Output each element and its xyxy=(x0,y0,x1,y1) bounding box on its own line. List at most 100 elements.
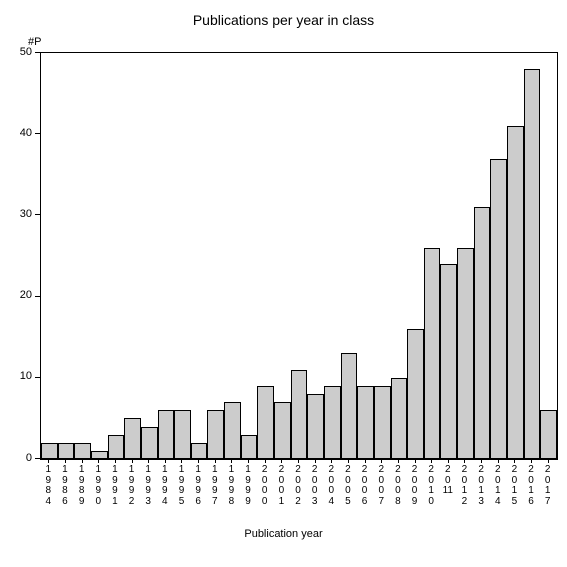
xtick-mark xyxy=(298,458,299,463)
xtick-label: 2006 xyxy=(359,465,370,507)
xtick-label: 2011 xyxy=(442,465,453,497)
xtick-label: 1991 xyxy=(109,465,120,507)
bar xyxy=(457,248,474,459)
ytick-label: 30 xyxy=(0,208,32,220)
plot-area xyxy=(40,52,558,460)
bar xyxy=(507,126,524,459)
xtick-mark xyxy=(415,458,416,463)
bar xyxy=(174,410,191,459)
bar xyxy=(74,443,91,459)
bar xyxy=(407,329,424,459)
bar xyxy=(524,69,541,459)
xtick-mark xyxy=(548,458,549,463)
xtick-label: 1999 xyxy=(243,465,254,507)
ytick-mark xyxy=(35,214,40,215)
xtick-label: 2007 xyxy=(376,465,387,507)
bar xyxy=(241,435,258,459)
bar xyxy=(540,410,557,459)
xtick-label: 2004 xyxy=(326,465,337,507)
xtick-label: 1984 xyxy=(43,465,54,507)
xtick-label: 1993 xyxy=(143,465,154,507)
xtick-mark xyxy=(431,458,432,463)
bar xyxy=(58,443,75,459)
xtick-mark xyxy=(315,458,316,463)
bar xyxy=(341,353,358,459)
ytick-label: 40 xyxy=(0,127,32,139)
xtick-label: 2000 xyxy=(259,465,270,507)
xtick-mark xyxy=(331,458,332,463)
bar xyxy=(374,386,391,459)
xtick-label: 1989 xyxy=(76,465,87,507)
bar xyxy=(440,264,457,459)
bar xyxy=(41,443,58,459)
bar xyxy=(224,402,241,459)
ytick-mark xyxy=(35,377,40,378)
xtick-label: 2016 xyxy=(526,465,537,507)
xtick-mark xyxy=(181,458,182,463)
bar xyxy=(108,435,125,459)
xtick-mark xyxy=(265,458,266,463)
ytick-label: 50 xyxy=(0,46,32,58)
xtick-mark xyxy=(514,458,515,463)
bar xyxy=(424,248,441,459)
xtick-mark xyxy=(531,458,532,463)
xtick-mark xyxy=(498,458,499,463)
xtick-mark xyxy=(381,458,382,463)
ytick-label: 10 xyxy=(0,370,32,382)
ytick-mark xyxy=(35,296,40,297)
xtick-mark xyxy=(481,458,482,463)
bar xyxy=(307,394,324,459)
xtick-label: 2013 xyxy=(476,465,487,507)
xtick-label: 1992 xyxy=(126,465,137,507)
xtick-label: 1998 xyxy=(226,465,237,507)
xtick-mark xyxy=(448,458,449,463)
ytick-mark xyxy=(35,458,40,459)
xtick-mark xyxy=(365,458,366,463)
xtick-mark xyxy=(348,458,349,463)
xtick-label: 2009 xyxy=(409,465,420,507)
bar xyxy=(291,370,308,459)
x-axis-label: Publication year xyxy=(0,528,567,540)
xtick-label: 2002 xyxy=(293,465,304,507)
xtick-label: 1986 xyxy=(59,465,70,507)
bar xyxy=(474,207,491,459)
xtick-mark xyxy=(132,458,133,463)
xtick-mark xyxy=(148,458,149,463)
ytick-label: 0 xyxy=(0,452,32,464)
xtick-mark xyxy=(215,458,216,463)
chart-frame: Publications per year in class #P 010203… xyxy=(0,0,567,567)
xtick-label: 2014 xyxy=(492,465,503,507)
xtick-label: 1997 xyxy=(209,465,220,507)
bar xyxy=(141,427,158,459)
xtick-label: 2012 xyxy=(459,465,470,507)
bar xyxy=(207,410,224,459)
xtick-label: 1990 xyxy=(93,465,104,507)
xtick-mark xyxy=(198,458,199,463)
bar xyxy=(257,386,274,459)
xtick-mark xyxy=(231,458,232,463)
bar xyxy=(124,418,141,459)
xtick-mark xyxy=(248,458,249,463)
ytick-mark xyxy=(35,52,40,53)
xtick-mark xyxy=(398,458,399,463)
xtick-mark xyxy=(464,458,465,463)
xtick-label: 2017 xyxy=(542,465,553,507)
bar xyxy=(191,443,208,459)
bar xyxy=(490,159,507,459)
xtick-label: 2001 xyxy=(276,465,287,507)
xtick-mark xyxy=(48,458,49,463)
xtick-label: 2005 xyxy=(342,465,353,507)
ytick-mark xyxy=(35,133,40,134)
xtick-mark xyxy=(115,458,116,463)
xtick-mark xyxy=(82,458,83,463)
bar xyxy=(391,378,408,459)
xtick-label: 2008 xyxy=(392,465,403,507)
xtick-label: 1995 xyxy=(176,465,187,507)
bar xyxy=(324,386,341,459)
bar xyxy=(274,402,291,459)
xtick-label: 2003 xyxy=(309,465,320,507)
xtick-label: 1994 xyxy=(159,465,170,507)
xtick-mark xyxy=(165,458,166,463)
bar xyxy=(158,410,175,459)
xtick-mark xyxy=(98,458,99,463)
